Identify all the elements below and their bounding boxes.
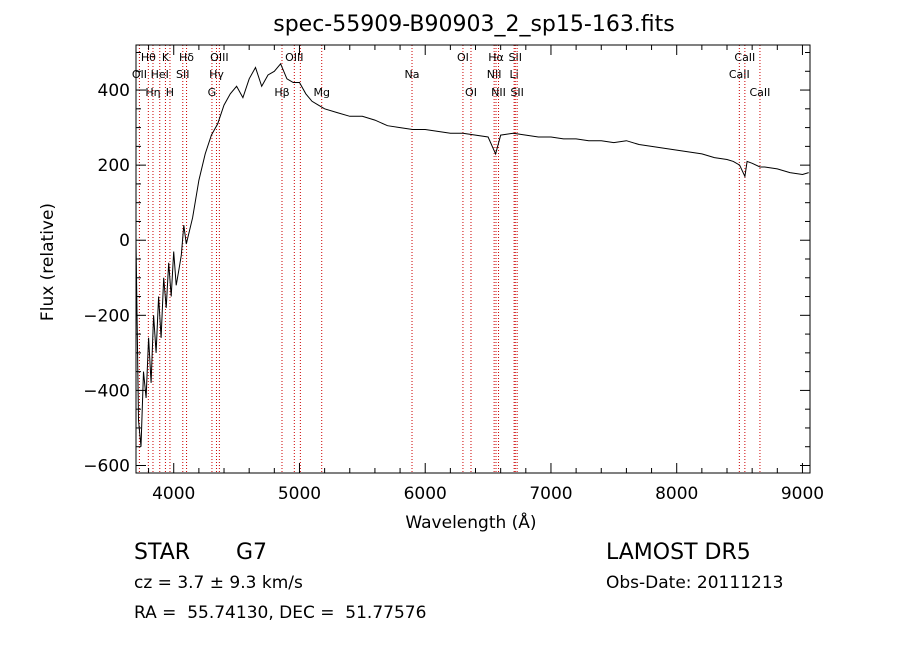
y-tick-label: 200 [98, 156, 130, 176]
line-marker-label: SII [509, 51, 522, 64]
x-axis-label: Wavelength (Å) [405, 511, 536, 533]
line-marker-label: CaII [749, 86, 770, 99]
coordinates-text: RA = 55.74130, DEC = 51.77576 [134, 603, 427, 623]
line-marker-label: Hδ [179, 51, 194, 64]
survey-name: LAMOST DR5 [606, 540, 751, 565]
object-subclass: G7 [236, 540, 268, 565]
line-marker-label: Na [405, 68, 420, 81]
x-tick-label: 7000 [529, 484, 572, 504]
line-marker-label: Hβ [274, 86, 289, 99]
line-marker-label: NII [487, 68, 502, 81]
line-marker-label: H [166, 86, 174, 99]
line-marker-label: G [208, 86, 217, 99]
line-marker-label: OIII [285, 51, 303, 64]
line-marker-label: Hα [488, 51, 504, 64]
line-marker-label: SII [510, 86, 523, 99]
x-tick-label: 5000 [278, 484, 321, 504]
line-marker-label: CaII [734, 51, 755, 64]
spectrum-line [135, 62, 809, 447]
line-marker-label: OII [132, 68, 147, 81]
object-class: STAR [134, 540, 191, 565]
line-marker-label: OIII [210, 51, 228, 64]
line-marker-label: Hη [145, 86, 160, 99]
line-marker-label: Li [510, 68, 519, 81]
axes: 4000 5000 6000 7000 8000 9000 −600 −400 −200 0 200… [83, 45, 824, 504]
line-marker-label: SII [176, 68, 189, 81]
line-marker-label: OI [465, 86, 477, 99]
x-tick-label: 4000 [152, 484, 195, 504]
line-marker-label: HeI [151, 68, 169, 81]
y-tick-label: 400 [98, 81, 130, 101]
line-marker-label: NII [491, 86, 506, 99]
line-marker-label: Hγ [209, 68, 224, 81]
line-marker-label: CaII [729, 68, 750, 81]
y-tick-label: −200 [83, 306, 130, 326]
line-marker-label: Mg [313, 86, 329, 99]
line-markers: OIIHθHηHeIKHSIIHδGHγOIIIHβOIIIMgNaOIOINI… [132, 45, 770, 473]
x-tick-label: 8000 [655, 484, 698, 504]
x-tick-label: 6000 [404, 484, 447, 504]
y-tick-label: 0 [119, 231, 130, 251]
line-marker-label: K [162, 51, 170, 64]
obs-date-text: Obs-Date: 20111213 [606, 573, 784, 593]
line-marker-label: Hθ [141, 51, 156, 64]
y-axis-label: Flux (relative) [38, 203, 58, 321]
chart-title: spec-55909-B90903_2_sp15-163.fits [273, 12, 675, 37]
y-tick-label: −400 [83, 381, 130, 401]
y-tick-label: −600 [83, 456, 130, 476]
plot-frame [135, 44, 811, 474]
x-tick-label: 9000 [781, 484, 824, 504]
line-marker-label: OI [457, 51, 469, 64]
redshift-text: cz = 3.7 ± 9.3 km/s [134, 573, 303, 593]
